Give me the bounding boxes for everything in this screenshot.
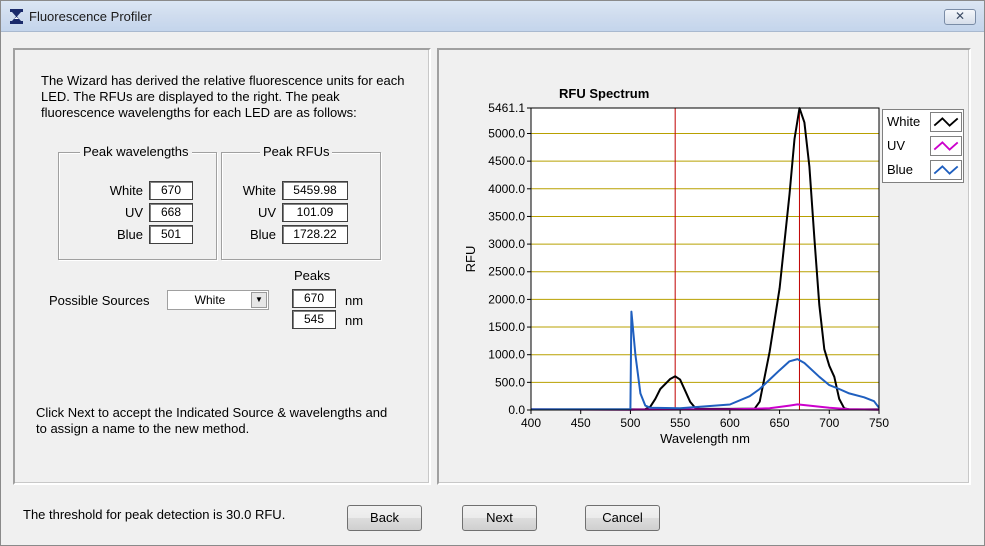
cancel-button[interactable]: Cancel	[585, 505, 660, 531]
chart-legend: White UV Blue	[882, 109, 964, 183]
peak-rfu-label-uv: UV	[257, 205, 276, 220]
x-tick-label: 550	[670, 416, 690, 430]
peak-wavelength-label-blue: Blue	[116, 227, 143, 242]
next-button[interactable]: Next	[462, 505, 537, 531]
x-tick-label: 650	[770, 416, 790, 430]
y-tick-label: 500.0	[495, 375, 525, 389]
y-tick-label: 0.0	[508, 403, 525, 417]
title-bar[interactable]: Fluorescence Profiler ✕	[1, 1, 984, 32]
legend-swatch-white	[930, 112, 962, 132]
y-tick-label: 5461.1	[488, 101, 525, 115]
dropdown-arrow-icon[interactable]: ▼	[251, 292, 267, 308]
series-line-blue	[531, 310, 880, 411]
y-tick-label: 4500.0	[488, 154, 525, 168]
y-tick-label: 3000.0	[488, 237, 525, 251]
x-tick-label: 500	[620, 416, 640, 430]
legend-label-blue: Blue	[887, 162, 914, 177]
peak-2-field[interactable]: 545	[292, 310, 336, 329]
peak-wavelength-blue-field[interactable]: 501	[149, 225, 193, 244]
peak-rfu-label-blue: Blue	[249, 227, 276, 242]
wizard-info-panel: The Wizard has derived the relative fluo…	[13, 48, 431, 485]
peak-rfu-blue-field[interactable]: 1728.22	[282, 225, 348, 244]
legend-label-white: White	[887, 114, 921, 129]
y-tick-label: 2000.0	[488, 292, 525, 306]
legend-item-white: White	[883, 110, 965, 134]
next-instructions-text: Click Next to accept the Indicated Sourc…	[36, 405, 388, 436]
x-axis-label: Wavelength nm	[660, 431, 750, 446]
plot-area	[531, 108, 879, 410]
peak-rfu-label-white: White	[242, 183, 276, 198]
y-axis-label: RFU	[463, 246, 478, 273]
x-tick-label: 400	[521, 416, 541, 430]
possible-sources-label: Possible Sources	[49, 293, 150, 308]
peak-rfus-title: Peak RFUs	[260, 144, 333, 159]
peak-wavelength-white-field[interactable]: 670	[149, 181, 193, 200]
x-tick-label: 750	[869, 416, 889, 430]
plot-frame	[530, 107, 880, 411]
peak-wavelength-uv-field[interactable]: 668	[149, 203, 193, 222]
peak-rfu-uv-field[interactable]: 101.09	[282, 203, 348, 222]
y-tick-label: 2500.0	[488, 265, 525, 279]
peak-1-unit: nm	[345, 293, 364, 308]
peak-wavelength-label-uv: UV	[124, 205, 143, 220]
close-icon: ✕	[954, 9, 966, 23]
possible-sources-select[interactable]: White ▼	[167, 290, 269, 310]
chart-title: RFU Spectrum	[559, 86, 650, 101]
y-tick-label: 1000.0	[488, 348, 525, 362]
peak-rfus-group: Peak RFUs White UV Blue 5459.98 101.09 1…	[221, 144, 381, 260]
legend-item-blue: Blue	[883, 158, 965, 182]
y-tick-label: 1500.0	[488, 320, 525, 334]
rfu-spectrum-panel: RFU Spectrum 0.0 500.0 1000.0 1500.0 2000.0 2…	[437, 48, 971, 485]
peaks-label: Peaks	[294, 268, 331, 283]
possible-sources-value: White	[194, 293, 226, 307]
threshold-text: The threshold for peak detection is 30.0…	[23, 507, 286, 522]
series-line-white	[531, 107, 879, 411]
peak-wavelengths-group: Peak wavelengths White UV Blue 670 668 5…	[58, 144, 217, 260]
rfu-spectrum-chart: 0.0 500.0 1000.0 1500.0 2000.0 2500.0 3000.0 35…	[463, 101, 889, 446]
x-tick-label: 700	[819, 416, 839, 430]
peak-wavelength-label-white: White	[109, 183, 143, 198]
legend-item-uv: UV	[883, 134, 965, 158]
back-button[interactable]: Back	[347, 505, 422, 531]
legend-label-uv: UV	[887, 138, 906, 153]
window-title: Fluorescence Profiler	[29, 9, 152, 24]
legend-swatch-blue	[930, 160, 962, 180]
close-button[interactable]: ✕	[944, 9, 976, 25]
y-tick-label: 5000.0	[488, 126, 525, 140]
y-tick-label: 4000.0	[488, 182, 525, 196]
peak-wavelengths-title: Peak wavelengths	[80, 144, 192, 159]
peak-2-unit: nm	[345, 313, 364, 328]
peak-rfu-white-field[interactable]: 5459.98	[282, 181, 348, 200]
legend-swatch-uv	[930, 136, 962, 156]
x-tick-label: 450	[571, 416, 591, 430]
hourglass-icon	[10, 9, 23, 24]
x-tick-label: 600	[720, 416, 740, 430]
y-tick-label: 3500.0	[488, 209, 525, 223]
peak-1-field[interactable]: 670	[292, 289, 336, 308]
intro-text: The Wizard has derived the relative fluo…	[41, 73, 405, 120]
